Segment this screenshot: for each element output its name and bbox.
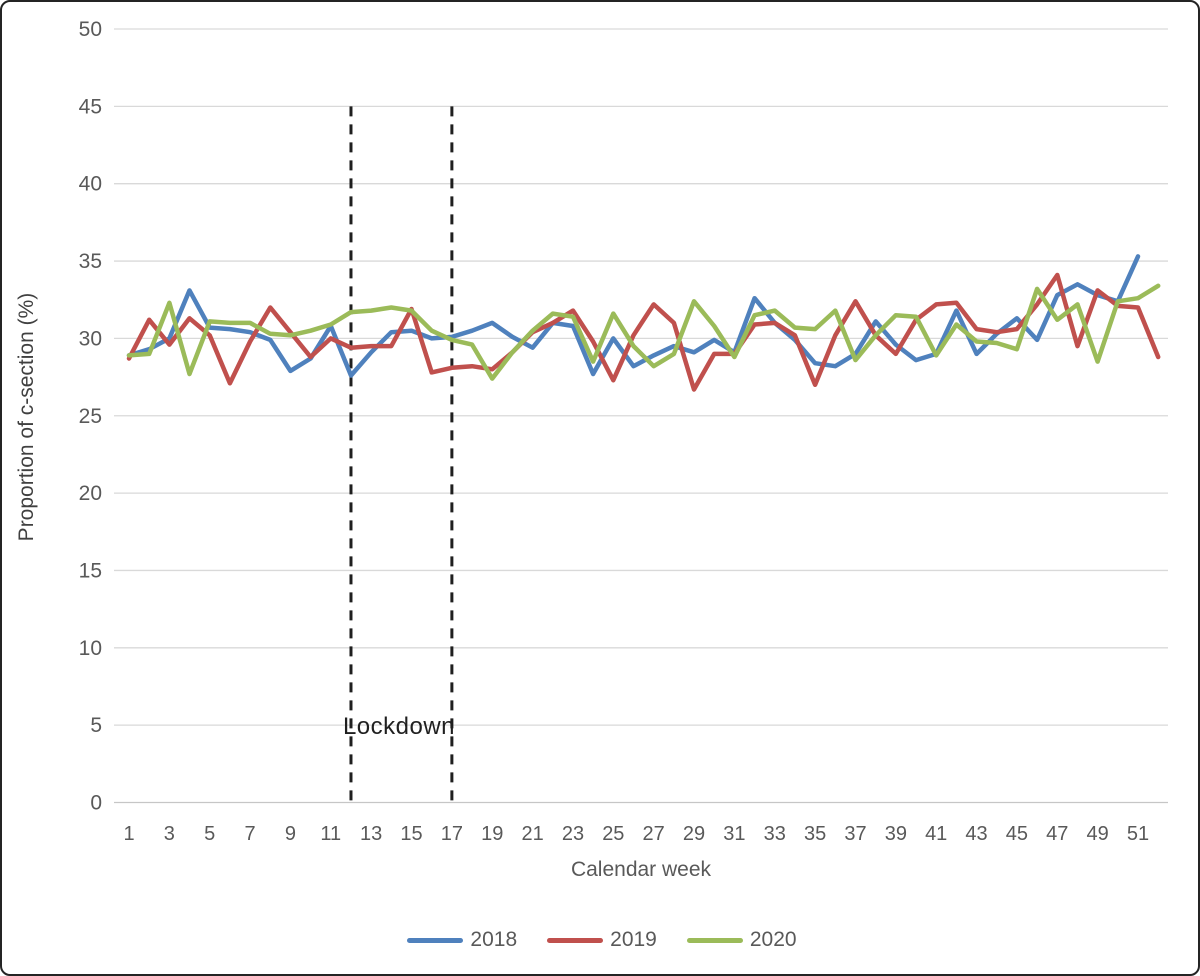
y-tick-label-30: 30 xyxy=(79,327,102,350)
series-line-2018 xyxy=(126,254,1141,378)
x-tick-label-21: 21 xyxy=(521,823,543,845)
y-tick-label-35: 35 xyxy=(79,250,102,273)
x-tick-label-1: 1 xyxy=(123,823,134,845)
x-tick-label-51: 51 xyxy=(1127,823,1149,845)
legend: 2018 2019 2020 xyxy=(2,924,1198,956)
x-tick-label-47: 47 xyxy=(1046,823,1068,845)
x-tick-label-41: 41 xyxy=(925,823,947,845)
x-tick-label-37: 37 xyxy=(844,823,866,845)
legend-item-2020: 2020 xyxy=(686,928,797,952)
legend-label-2018: 2018 xyxy=(470,928,518,951)
x-tick-label-33: 33 xyxy=(764,823,786,845)
x-tick-label-39: 39 xyxy=(885,823,907,845)
x-tick-label-3: 3 xyxy=(164,823,175,845)
lockdown-annotation: Lockdown xyxy=(342,713,456,740)
x-tick-label-17: 17 xyxy=(441,823,463,845)
series-line-2020 xyxy=(126,283,1161,381)
x-tick-label-13: 13 xyxy=(360,823,382,845)
x-tick-label-45: 45 xyxy=(1006,823,1028,845)
x-tick-label-15: 15 xyxy=(400,823,422,845)
legend-item-2019: 2019 xyxy=(547,928,657,952)
x-tick-label-19: 19 xyxy=(481,823,503,845)
x-axis-title: Calendar week xyxy=(570,858,712,881)
x-tick-label-9: 9 xyxy=(285,823,296,845)
x-tick-label-29: 29 xyxy=(683,823,705,845)
x-tick-label-5: 5 xyxy=(204,823,215,845)
legend-label-2020: 2020 xyxy=(749,928,797,951)
x-tick-label-27: 27 xyxy=(643,823,665,845)
y-tick-label-40: 40 xyxy=(79,173,102,196)
x-tick-label-49: 49 xyxy=(1087,823,1109,845)
legend-line-swatch-2018 xyxy=(407,937,464,943)
y-tick-label-0: 0 xyxy=(90,792,102,815)
series-line-2019 xyxy=(126,272,1161,392)
y-tick-label-25: 25 xyxy=(79,405,102,428)
y-tick-label-5: 5 xyxy=(90,714,102,737)
x-tick-label-25: 25 xyxy=(602,823,624,845)
x-tick-label-11: 11 xyxy=(320,823,341,845)
y-tick-label-45: 45 xyxy=(79,95,102,118)
y-tick-label-10: 10 xyxy=(79,637,102,660)
legend-label-2019: 2019 xyxy=(610,928,657,951)
legend-item-2018: 2018 xyxy=(407,928,517,952)
y-tick-label-15: 15 xyxy=(79,559,102,582)
y-tick-label-50: 50 xyxy=(79,18,102,41)
legend-line-swatch-2020 xyxy=(686,937,743,943)
x-tick-label-31: 31 xyxy=(723,823,745,845)
x-tick-label-43: 43 xyxy=(965,823,987,845)
legend-line-swatch-2019 xyxy=(547,937,604,943)
x-tick-label-35: 35 xyxy=(804,823,826,845)
x-tick-label-23: 23 xyxy=(562,823,584,845)
y-axis-title: Proportion of c-section (%) xyxy=(15,292,38,542)
y-tick-label-20: 20 xyxy=(79,482,102,505)
x-tick-label-7: 7 xyxy=(245,823,256,845)
